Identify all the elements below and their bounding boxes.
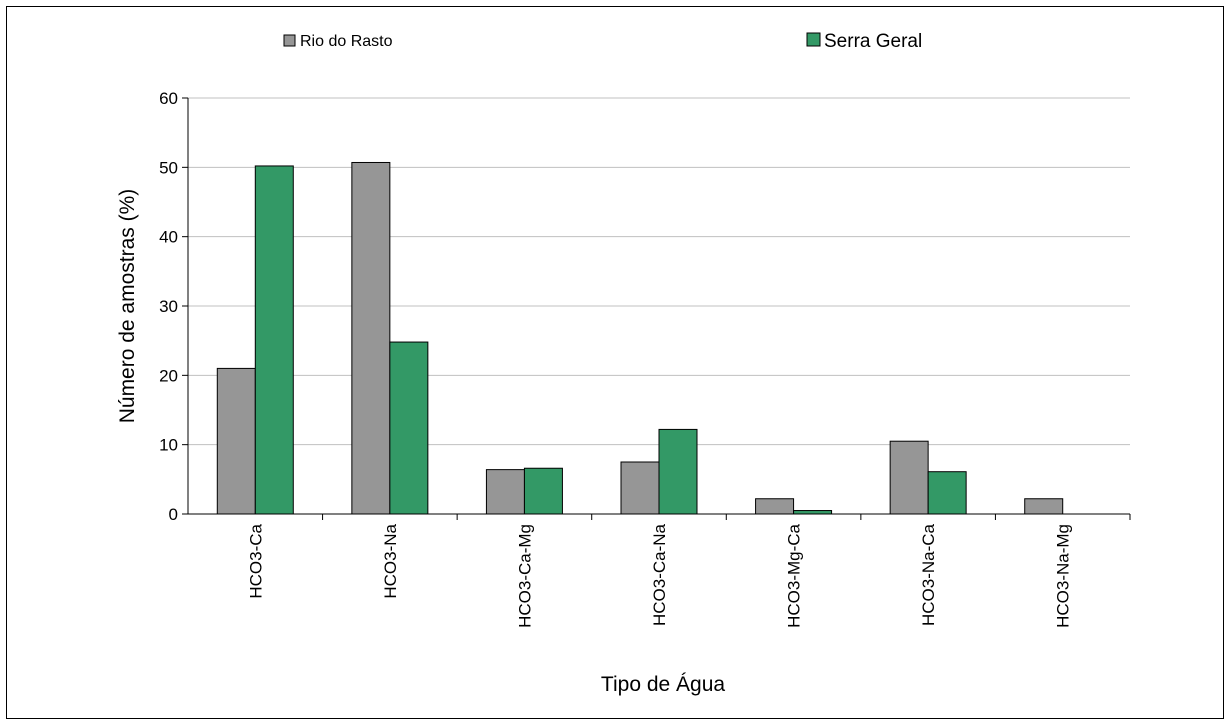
x-axis-title: Tipo de Água — [601, 673, 725, 696]
bar-rio-do-rasto-hco3-na-mg — [1024, 498, 1064, 515]
bars — [216, 161, 1064, 515]
x-tick-label: HCO3-Ca-Mg — [515, 524, 534, 628]
bar-serra-geral-hco3-na-ca — [927, 471, 967, 515]
legend-label-serra-geral: Serra Geral — [824, 31, 922, 52]
x-tick-label: HCO3-Ca-Na — [650, 523, 669, 626]
bar-rio-do-rasto-hco3-na-ca — [889, 440, 929, 515]
legend-swatch-rio-do-rasto — [283, 34, 296, 47]
gridlines — [188, 97, 1130, 446]
legend: Rio do Rasto Serra Geral — [283, 31, 922, 52]
axes — [182, 97, 1131, 520]
bar-rio-do-rasto-hco3-ca-na — [620, 461, 660, 515]
x-tick-label: HCO3-Na — [381, 523, 400, 598]
x-tick-labels: HCO3-Ca HCO3-Na HCO3-Ca-Mg HCO3-Ca-Na HCO3-M… — [246, 523, 1072, 627]
bar-rio-do-rasto-hco3-ca-mg — [485, 469, 525, 515]
y-tick-label: 50 — [159, 158, 178, 177]
x-tick-label: HCO3-Na-Ca — [919, 523, 938, 626]
bar-serra-geral-hco3-ca-mg — [523, 467, 563, 515]
bar-rio-do-rasto-hco3-ca — [216, 367, 256, 515]
bar-serra-geral-hco3-na — [389, 341, 429, 515]
y-axis-title: Número de amostras (%) — [116, 189, 139, 424]
y-tick-label: 30 — [159, 297, 178, 316]
bar-serra-geral-hco3-ca-na — [658, 428, 698, 515]
x-tick-label: HCO3-Mg-Ca — [785, 523, 804, 627]
x-tick-label: HCO3-Ca — [246, 523, 265, 598]
bar-serra-geral-hco3-ca — [254, 165, 294, 515]
y-tick-label: 20 — [159, 366, 178, 385]
y-tick-label: 40 — [159, 228, 178, 247]
y-tick-label: 60 — [159, 89, 178, 108]
y-tick-labels: 0 10 20 30 40 50 60 — [159, 89, 178, 524]
legend-swatch-serra-geral — [806, 32, 821, 47]
bar-rio-do-rasto-hco3-mg-ca — [755, 498, 795, 515]
y-tick-label: 10 — [159, 436, 178, 455]
y-tick-label: 0 — [169, 505, 178, 524]
legend-label-rio-do-rasto: Rio do Rasto — [300, 33, 393, 50]
chart-frame — [6, 6, 1224, 719]
bar-serra-geral-hco3-mg-ca — [793, 510, 833, 515]
bar-rio-do-rasto-hco3-na — [351, 161, 391, 515]
x-tick-label: HCO3-Na-Mg — [1054, 524, 1073, 628]
